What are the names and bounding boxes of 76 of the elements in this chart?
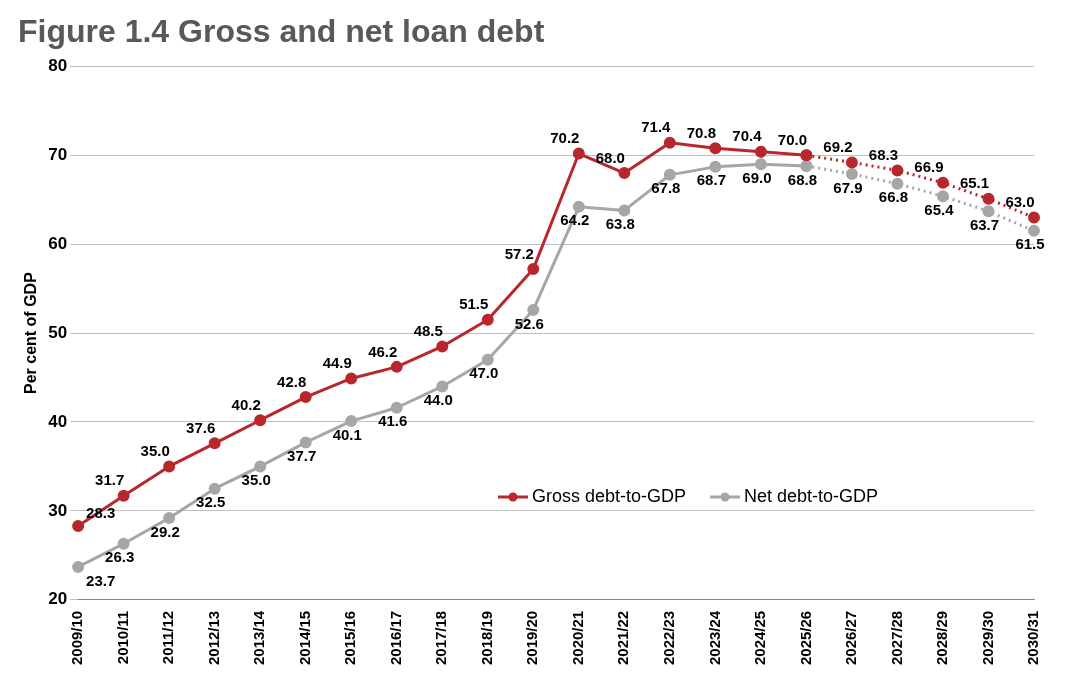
x-tick-label: 2015/16 (341, 610, 359, 666)
legend-label: Net debt-to-GDP (744, 486, 879, 507)
data-label: 42.8 (277, 372, 307, 390)
data-label: 69.0 (742, 168, 772, 186)
data-label: 63.7 (969, 215, 1000, 233)
x-tick-label: 2025/26 (796, 610, 814, 666)
data-label: 31.7 (95, 471, 125, 489)
data-label: 35.0 (241, 471, 271, 489)
data-label: 29.2 (150, 522, 180, 540)
data-label: 65.4 (924, 200, 955, 218)
x-tick-label: 2026/27 (842, 610, 860, 666)
x-tick-label: 2027/28 (887, 610, 905, 666)
data-label: 47.0 (469, 364, 499, 382)
x-tick-label: 2009/10 (68, 610, 86, 666)
y-tick-label: 50 (48, 322, 68, 342)
data-label: 70.4 (732, 127, 763, 145)
data-label: 68.8 (787, 170, 818, 188)
data-label: 70.8 (686, 123, 716, 141)
data-label: 37.7 (287, 447, 317, 465)
y-axis-title: Per cent of GDP (22, 271, 40, 394)
x-tick-label: 2014/15 (295, 610, 313, 666)
data-label: 48.5 (413, 322, 443, 340)
y-tick-label: 70 (48, 144, 68, 164)
data-label: 63.0 (1005, 193, 1035, 211)
legend-label: Gross debt-to-GDP (532, 486, 687, 507)
data-label: 61.5 (1015, 235, 1045, 253)
data-label: 70.2 (550, 129, 580, 147)
x-tick-label: 2017/18 (432, 610, 450, 666)
data-label: 65.1 (959, 174, 990, 192)
data-label: 68.7 (696, 171, 726, 189)
data-label: 40.2 (231, 395, 261, 413)
y-tick-label: 60 (48, 233, 68, 253)
data-label: 52.6 (514, 314, 544, 332)
y-tick-label: 20 (48, 589, 68, 609)
x-tick-label: 2024/25 (751, 610, 769, 666)
data-label: 66.9 (914, 158, 944, 176)
data-label: 26.3 (105, 548, 135, 566)
data-label: 71.4 (641, 118, 672, 136)
x-tick-label: 2021/22 (614, 610, 632, 666)
data-label: 64.2 (560, 211, 590, 229)
data-label: 69.2 (823, 138, 853, 156)
x-tick-label: 2011/12 (159, 610, 177, 665)
data-label: 57.2 (504, 244, 534, 262)
y-tick-label: 80 (48, 56, 68, 76)
x-tick-label: 2010/11 (113, 610, 131, 665)
data-label: 51.5 (459, 295, 489, 313)
data-label: 68.3 (868, 146, 899, 164)
data-label: 46.2 (368, 342, 398, 360)
data-label: 41.6 (378, 412, 408, 430)
data-label: 35.0 (140, 442, 170, 460)
data-label: 32.5 (196, 493, 226, 511)
x-tick-label: 2020/21 (568, 610, 586, 666)
data-label: 44.9 (322, 354, 352, 372)
y-tick-label: 40 (48, 411, 68, 431)
data-label: 44.0 (423, 391, 453, 409)
x-tick-label: 2022/23 (659, 610, 677, 666)
data-label: 67.9 (833, 178, 863, 196)
data-label: 23.7 (86, 571, 116, 589)
x-tick-label: 2029/30 (978, 610, 996, 666)
chart-title: Figure 1.4 Gross and net loan debt (18, 13, 545, 50)
x-tick-label: 2016/17 (386, 610, 404, 666)
x-tick-label: 2012/13 (204, 610, 222, 666)
x-tick-label: 2019/20 (523, 610, 541, 666)
y-tick-label: 30 (48, 500, 68, 520)
x-tick-label: 2018/19 (477, 610, 495, 666)
data-label: 66.8 (878, 188, 909, 206)
x-tick-label: 2028/29 (933, 610, 951, 666)
data-label: 63.8 (605, 215, 635, 233)
x-tick-label: 2030/31 (1024, 610, 1042, 666)
data-label: 40.1 (332, 425, 362, 443)
x-tick-label: 2023/24 (705, 610, 723, 666)
x-tick-label: 2013/14 (250, 610, 268, 666)
data-label: 67.8 (651, 179, 681, 197)
data-label: 70.0 (777, 130, 808, 148)
data-label: 68.0 (595, 148, 625, 166)
data-label: 37.6 (186, 418, 216, 436)
